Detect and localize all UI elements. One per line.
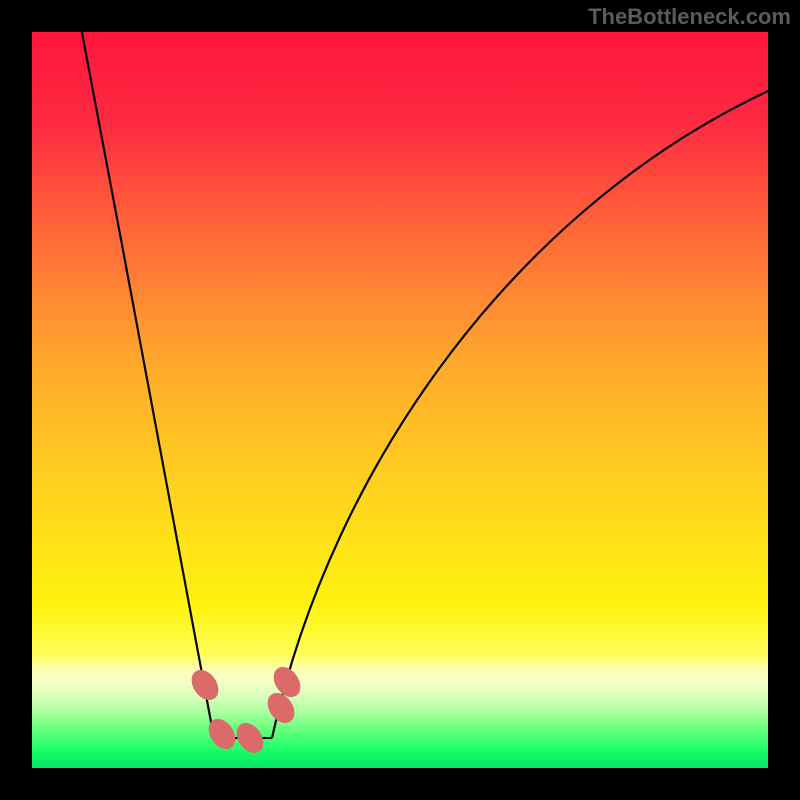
curve-svg [32, 32, 768, 768]
marker-1 [204, 715, 240, 754]
curve-right [272, 87, 768, 738]
chart-area [32, 32, 768, 768]
curve-left [80, 32, 214, 738]
markers-group [187, 663, 305, 758]
watermark: TheBottleneck.com [588, 4, 791, 30]
marker-0 [187, 666, 223, 705]
